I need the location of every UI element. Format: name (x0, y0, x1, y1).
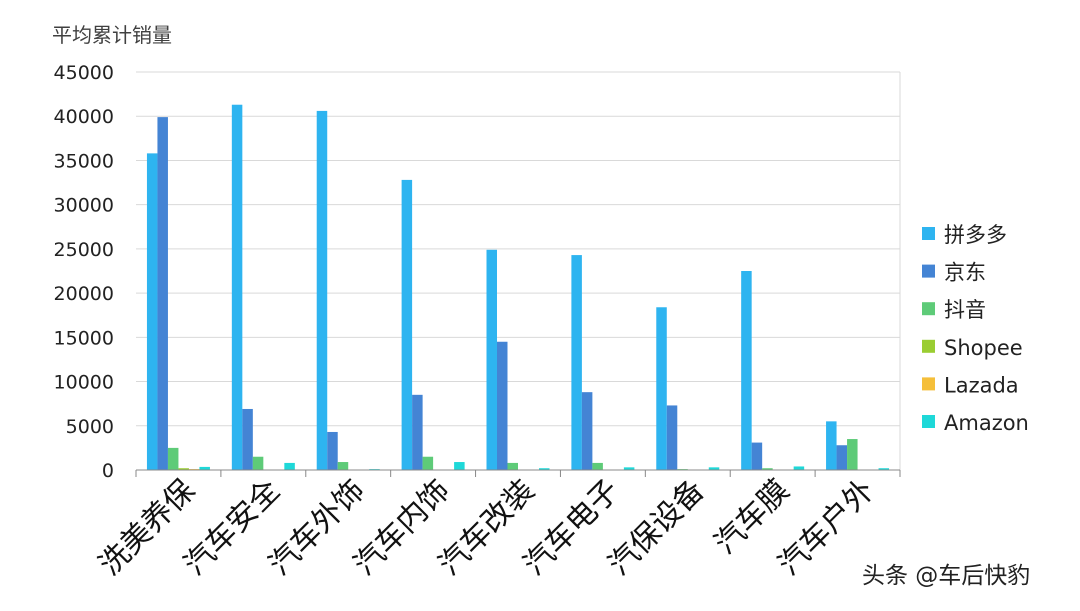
bar (582, 392, 593, 470)
bar (837, 445, 848, 470)
bar (656, 307, 667, 470)
y-tick-label: 0 (102, 460, 114, 482)
bar (253, 457, 263, 470)
bar (741, 271, 752, 470)
bar (667, 405, 678, 470)
legend-label: Amazon (944, 411, 1029, 435)
y-tick-label: 40000 (54, 106, 114, 128)
bar (317, 111, 328, 470)
bar (412, 395, 423, 470)
x-tick-label: 汽保设备 (602, 473, 712, 583)
legend-swatch (922, 265, 935, 278)
y-tick-labels: 0 5000 10000 15000 20000 25000 30000 35000 40000… (54, 62, 114, 482)
bar (454, 462, 465, 470)
bar (847, 439, 858, 470)
footer-credit: 头条 @车后快豹 (862, 563, 1030, 589)
legend-label: Lazada (944, 373, 1019, 397)
y-tick-label: 5000 (66, 416, 114, 438)
bar (497, 342, 508, 470)
y-tick-label: 45000 (54, 62, 114, 84)
bar (157, 117, 168, 470)
bar (752, 443, 763, 470)
bars (147, 105, 889, 470)
bar (423, 457, 434, 470)
legend-label: 抖音 (944, 298, 986, 322)
bar (487, 250, 498, 470)
legend-swatch (922, 227, 935, 240)
legend-swatch (922, 415, 935, 428)
y-tick-label: 20000 (54, 283, 114, 305)
y-axis-label: 平均累计销量 (52, 23, 172, 47)
y-tick-label: 15000 (54, 327, 114, 349)
y-tick-label: 25000 (54, 239, 114, 261)
bar (327, 432, 338, 470)
bar (794, 466, 805, 470)
bar (284, 463, 295, 470)
bar (168, 448, 179, 470)
bar (232, 105, 243, 470)
bar (592, 463, 603, 470)
bar (508, 463, 519, 470)
bar (571, 255, 582, 470)
bar (826, 421, 837, 470)
legend-label: 京东 (944, 261, 986, 285)
bar (147, 153, 158, 470)
bar (402, 180, 413, 470)
y-tick-label: 35000 (54, 150, 114, 172)
legend-label: 拼多多 (944, 223, 1007, 247)
legend-label: Shopee (944, 336, 1023, 360)
legend-swatch (922, 302, 935, 315)
y-tick-label: 30000 (54, 195, 114, 217)
bar (242, 409, 253, 470)
bar (338, 462, 349, 470)
legend-swatch (922, 340, 935, 353)
legend-swatch (922, 377, 935, 390)
y-tick-label: 10000 (54, 372, 114, 394)
